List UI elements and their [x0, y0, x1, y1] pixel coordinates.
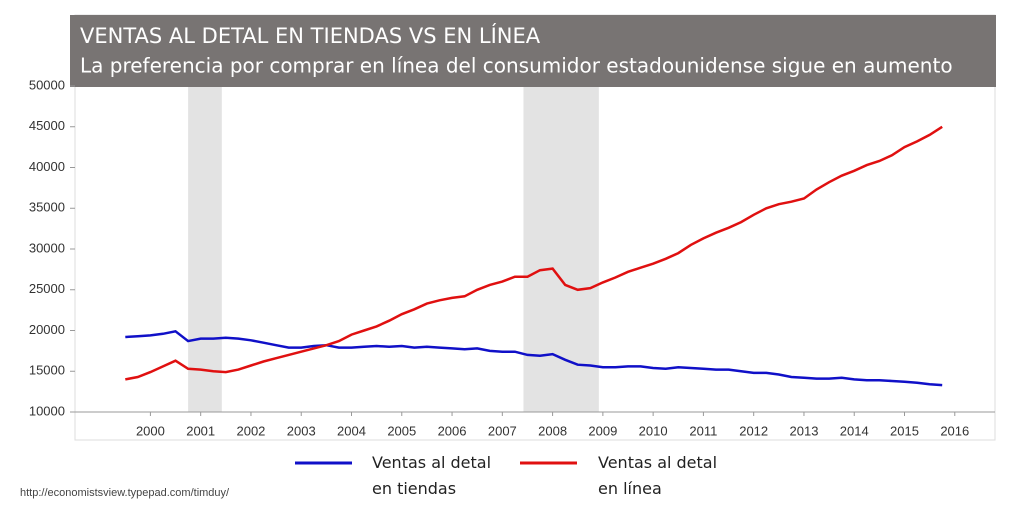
- recession-band: [523, 86, 599, 412]
- y-tick-label: 40000: [29, 159, 65, 174]
- x-tick-label: 2012: [739, 423, 768, 438]
- series-line: [125, 125, 943, 381]
- chart-subtitle: La preferencia por comprar en línea del …: [80, 54, 953, 78]
- x-tick-label: 2014: [840, 423, 869, 438]
- x-tick-label: 2000: [136, 423, 165, 438]
- x-tick-label: 2010: [639, 423, 668, 438]
- x-tick-label: 2016: [940, 423, 969, 438]
- y-tick-label: 15000: [29, 363, 65, 378]
- chart-title: VENTAS AL DETAL EN TIENDAS VS EN LÍNEA: [80, 23, 541, 48]
- x-tick-label: 2006: [438, 423, 467, 438]
- legend-label: Ventas al detal en tiendas: [372, 453, 492, 498]
- x-tick-label: 2005: [387, 423, 416, 438]
- x-tick-label: 2009: [588, 423, 617, 438]
- x-tick-label: 2003: [287, 423, 316, 438]
- x-tick-label: 2008: [538, 423, 567, 438]
- y-tick-label: 30000: [29, 240, 65, 255]
- y-tick-label: 25000: [29, 281, 65, 296]
- source: http://economistsview.typepad.com/timduy…: [20, 487, 230, 499]
- y-tick-label: 45000: [29, 118, 65, 133]
- x-tick-label: 2013: [790, 423, 819, 438]
- x-tick-label: 2007: [488, 423, 517, 438]
- x-tick-label: 2004: [337, 423, 366, 438]
- y-tick-label: 20000: [29, 322, 65, 337]
- y-tick-label: 50000: [29, 77, 65, 92]
- recession-band: [188, 86, 222, 412]
- legend-label: Ventas al detal en línea: [598, 453, 718, 498]
- x-tick-label: 2011: [689, 423, 717, 438]
- series-line: [125, 329, 943, 387]
- x-tick-label: 2015: [890, 423, 919, 438]
- title-box: [70, 15, 996, 87]
- y-tick-label: 35000: [29, 200, 65, 215]
- x-tick-label: 2001: [186, 423, 215, 438]
- x-tick-label: 2002: [236, 423, 265, 438]
- y-tick-label: 10000: [29, 403, 65, 418]
- marks: [125, 86, 943, 412]
